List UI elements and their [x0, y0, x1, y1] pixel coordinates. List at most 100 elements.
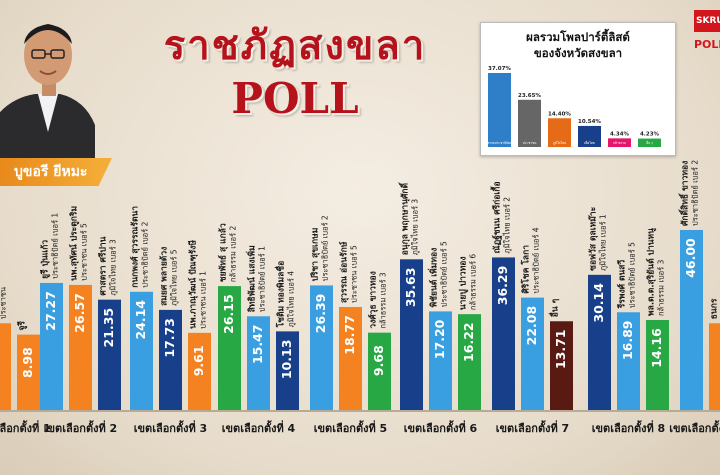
- district-bar: [680, 230, 703, 410]
- district-bar-value: 36.29: [495, 266, 510, 306]
- district-bar: [17, 334, 40, 410]
- district-bar-value: 26.15: [221, 294, 236, 334]
- summary-bar-chart: 37.07% พรรคประชาธิปัตย์ 23.65% ประชาชน 14.40…: [487, 66, 661, 147]
- candidate-party: ภูมิใจไทย เบอร์ 1: [599, 214, 608, 271]
- candidate-party: ประชาธิปัตย์ เบอร์ 2: [691, 160, 700, 226]
- candidate-name: นายปู ปาวทอง: [459, 256, 469, 310]
- summary-category-label: พรรคประชาธิปัตย์: [487, 141, 512, 145]
- candidate-party: ประชาชน: [0, 287, 8, 319]
- summary-bar: [638, 138, 661, 147]
- district-bar-value: 8.98: [20, 347, 35, 378]
- district-bar-value: 35.63: [403, 268, 418, 308]
- baseline: [0, 410, 720, 412]
- candidate-party: กล้าธรรม เบอร์ 3: [379, 272, 388, 329]
- district-bar-value: 16.22: [461, 322, 476, 362]
- district-label: เขตเลือกตั้งที่ 9: [669, 420, 720, 435]
- district-bar: [521, 297, 544, 410]
- district-bar-value: 13.71: [553, 329, 568, 369]
- district-bar: [130, 291, 153, 410]
- district-bar: [429, 311, 452, 410]
- summary-bar: [608, 138, 631, 147]
- district-bar: [98, 299, 121, 410]
- district-bar-value: 10.13: [279, 340, 294, 380]
- district-bar: [368, 332, 391, 410]
- district-bar-value: 21.35: [101, 308, 116, 348]
- summary-category-label: ภูมิใจไทย: [553, 141, 566, 145]
- candidate-name: รีรพงศ์ ตนสวี: [617, 260, 628, 309]
- summary-category-label: เพื่อไทย: [584, 140, 595, 145]
- district-bar: [550, 321, 573, 410]
- district-bar-value: 16.89: [620, 320, 635, 360]
- candidate-name: อนุกุล พฤกษานุศักดิ์: [398, 181, 411, 255]
- district-bar: [458, 314, 481, 410]
- summary-category-label: อื่น ๆ: [646, 140, 653, 146]
- summary-value-label: 23.65%: [518, 93, 541, 99]
- candidate-party: กล้าธรรม เบอร์ 2: [229, 226, 238, 283]
- summary-value-label: 4.34%: [610, 131, 630, 137]
- candidate-party: ประชาธิปัตย์ เบอร์ 4: [532, 227, 541, 293]
- candidate-name: สมยศ พลายด้วง: [159, 247, 170, 306]
- district-bar-value: 9.68: [371, 345, 386, 376]
- candidate-name: ศาสตรา ศรีปาน: [98, 236, 109, 295]
- title-line-1: ราชภัฏสงขลา: [163, 22, 427, 69]
- district-bar-value: 22.08: [524, 306, 539, 346]
- district-label: เขตเลือกตั้งที่ 7: [496, 420, 569, 435]
- candidate-party: ประชาชน เบอร์ 5: [350, 245, 359, 303]
- candidate-name: ชยพัทธ์ สุ แกล้ว: [218, 223, 229, 282]
- candidate-name: ยูรี ปุ่นแก้ว: [40, 240, 51, 279]
- summary-chart-card: ผลรวมโพลปาร์ตี้ลิสต์ ของจังหวัดสงขลา 37.…: [480, 22, 676, 156]
- candidate-party: ภูมิใจไทย เบอร์ 3: [109, 239, 118, 296]
- candidate-name: ศิริโชค โลกา: [521, 245, 532, 294]
- candidate-name: วงศ์วุธ ขาวทอง: [368, 271, 379, 328]
- district-bar: [40, 282, 63, 410]
- candidate-name: สุวรรณ อ่อนรักษ์: [339, 241, 350, 303]
- district-label: เขตเลือกตั้งที่ 4: [222, 420, 296, 435]
- candidate-name: สิทธิพัฒน์ แสงเพิ่ม: [245, 245, 258, 312]
- logo-poll-text: POLL: [694, 38, 720, 51]
- candidate-party: ภูมิใจไทย เบอร์ 4: [287, 271, 296, 328]
- district-bar-value: 24.14: [133, 300, 148, 340]
- district-label: เขตเลือกตั้งที่ 8: [592, 420, 665, 435]
- candidate-name: ธนกร: [710, 298, 720, 319]
- district-bar: [400, 259, 423, 410]
- district-bar-value: 18.77: [342, 315, 357, 355]
- district-bar: [276, 331, 299, 410]
- candidate-party: ภูมิใจไทย เบอร์ 5: [170, 249, 179, 306]
- candidate-party: ประชาธิปัตย์ เบอร์ 5: [628, 242, 637, 308]
- district-bar: [310, 285, 333, 410]
- district-bar: [188, 332, 211, 410]
- summary-value-label: 37.07%: [488, 66, 511, 72]
- district-bar: [218, 286, 241, 410]
- candidate-name: ปริชา สุขเกษม: [310, 228, 321, 282]
- candidate-name: นพ.สุทัศน์ ประตูกริม: [69, 206, 80, 281]
- district-bar: [159, 309, 182, 410]
- summary-bar: [548, 118, 571, 147]
- candidate-party: ประชาธิปัตย์ เบอร์ 1: [258, 246, 267, 312]
- district-bar: [492, 257, 515, 410]
- district-bar-value: 15.47: [250, 325, 265, 365]
- page-title: ราชภัฏสงขลา POLL: [150, 22, 440, 122]
- district-bar: [69, 284, 92, 410]
- district-bar-value: 26.57: [72, 293, 87, 333]
- summary-value-label: 10.54%: [578, 119, 601, 125]
- district-bar: [646, 319, 669, 410]
- district-label: เขตเลือกตั้งที่ 2: [44, 420, 117, 435]
- district-bar: [247, 316, 270, 410]
- candidate-name: กนกพงศ์ สุวรรณรัตนา: [130, 206, 141, 288]
- district-bar: [588, 274, 611, 410]
- district-bar-value: 17.73: [162, 318, 177, 358]
- candidate-name: พิชัยนต์ เพิ่มทอง: [427, 248, 440, 308]
- district-bar-value: 17.20: [432, 319, 447, 359]
- candidate-name: พล.ต.ต.สุริยันต์ ปานหนู: [646, 228, 657, 316]
- district-bar: [709, 323, 720, 410]
- district-bar: [617, 312, 640, 410]
- candidate-party: ประชาธิปัตย์ เบอร์ 2: [321, 215, 330, 281]
- district-bar-value: 27.27: [43, 291, 58, 331]
- candidate-name: ณัฏฐ์ชนน ศรีก่อเกื้อ: [490, 181, 503, 253]
- district-bar-value: 26.39: [313, 294, 328, 334]
- summary-title-line-1: ผลรวมโพลปาร์ตี้ลิสต์: [526, 30, 630, 44]
- candidate-name: นพ.ภาณุวัฒน์ ปัณฑุรังษี: [188, 240, 199, 329]
- logo-mark: SKRU: [694, 10, 720, 32]
- candidate-party: ภูมิใจไทย เบอร์ 3: [411, 199, 420, 256]
- candidate-party: ประชาธิปัตย์ เบอร์ 2: [141, 221, 150, 287]
